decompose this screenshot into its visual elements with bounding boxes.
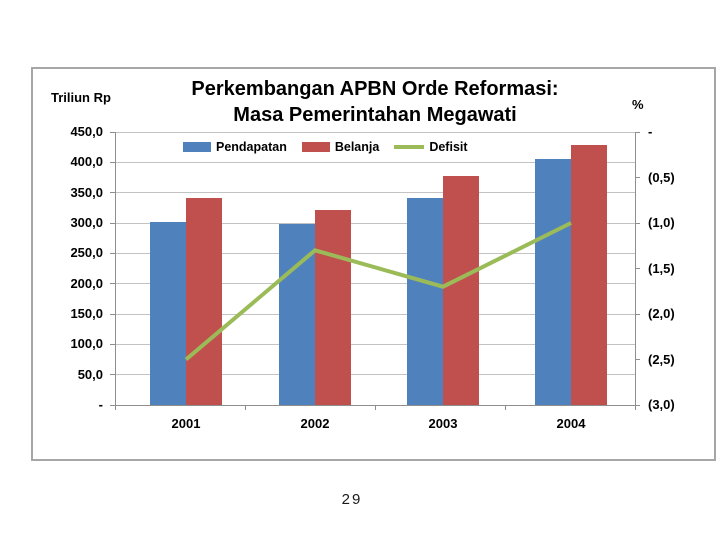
x-axis-tick (504, 405, 506, 410)
legend-item-pendapatan: Pendapatan (183, 140, 287, 154)
legend-swatch-icon (183, 142, 211, 152)
left-axis-title: Triliun Rp (51, 90, 111, 105)
y-axis-tick (110, 131, 115, 133)
category-label-2001: 2001 (171, 416, 201, 431)
gridline (115, 131, 635, 133)
y-axis-tick (110, 374, 115, 376)
right-axis-tick-label: (2,5) (648, 351, 675, 367)
right-axis-tick (635, 131, 640, 133)
legend-label-pendapatan: Pendapatan (216, 140, 287, 154)
legend-line-icon (394, 145, 425, 149)
gridline (115, 374, 635, 376)
defisit-line (184, 221, 572, 362)
y-axis-tick (110, 252, 115, 254)
y-axis-tick (110, 161, 115, 163)
x-axis-line (115, 405, 636, 406)
y-axis-tick-label: 450,0 (70, 124, 103, 139)
y-axis-tick-label: 100,0 (70, 336, 103, 352)
chart-title: Perkembangan APBN Orde Reformasi: Masa Pe… (115, 76, 635, 128)
y-axis-tick-label: 350,0 (70, 184, 103, 200)
x-axis-tick (374, 405, 376, 410)
x-axis-tick (114, 405, 116, 410)
x-axis-tick (634, 405, 636, 410)
y-axis-tick-label: 250,0 (70, 245, 103, 261)
bar-belanja-2002 (315, 209, 351, 405)
chart-title-line2: Masa Pemerintahan Megawati (233, 104, 517, 126)
bar-pendapatan-2001 (150, 222, 186, 405)
gridline (115, 161, 635, 163)
category-label-2004: 2004 (556, 416, 586, 431)
right-axis-tick (635, 359, 640, 360)
y-axis-tick-label: 50,0 (77, 366, 103, 382)
right-axis-tick (635, 404, 640, 406)
bar-pendapatan-2003 (407, 198, 443, 405)
right-axis-tick-label: (3,0) (648, 397, 675, 412)
y-axis-tick-label: 400,0 (70, 154, 103, 170)
bar-pendapatan-2002 (279, 224, 315, 405)
y-axis-tick (110, 313, 115, 315)
right-axis-tick (635, 268, 640, 269)
y-axis-line (115, 132, 116, 405)
legend-item-belanja: Belanja (301, 140, 380, 154)
right-axis-tick-label: (0,5) (648, 169, 675, 185)
legend-item-defisit: Defisit (394, 140, 468, 154)
y-axis-tick-label: 150,0 (70, 306, 103, 321)
right-axis-tick (635, 313, 640, 315)
right-axis-tick-label: - (648, 124, 653, 139)
bar-belanja-2001 (186, 198, 222, 405)
right-axis-tick (635, 177, 640, 178)
y-axis-tick-label: - (98, 397, 103, 412)
legend-swatch-icon (301, 142, 330, 152)
y-axis-tick-label: 200,0 (70, 275, 103, 291)
page-number: 29 (341, 491, 363, 508)
category-label-2002: 2002 (300, 416, 330, 431)
chart-title-line1: Perkembangan APBN Orde Reformasi: (191, 78, 559, 100)
bar-belanja-2004 (571, 145, 607, 405)
bar-pendapatan-2004 (535, 159, 571, 405)
y-axis-tick (110, 404, 115, 406)
y-axis-tick-label: 300,0 (70, 215, 103, 230)
right-axis-tick (635, 222, 640, 224)
y-axis-tick (110, 192, 115, 194)
chart-frame: 450,0 400,0 350,0 300,0 250,0 200,0 150,0 100,0… (31, 67, 716, 461)
right-axis-tick-label: (1,5) (648, 260, 675, 276)
legend-label-belanja: Belanja (334, 140, 380, 154)
right-axis-tick-label: (2,0) (648, 306, 675, 321)
gridline (115, 192, 635, 194)
category-label-2003: 2003 (428, 416, 458, 431)
right-axis-tick-label: (1,0) (648, 215, 675, 230)
y-axis-tick (110, 222, 115, 224)
y-axis-tick (110, 283, 115, 285)
x-axis-tick (244, 405, 246, 410)
bar-belanja-2003 (443, 176, 479, 405)
right-axis-title: % (632, 97, 644, 112)
y-axis-tick (110, 343, 115, 345)
legend-label-defisit: Defisit (429, 140, 468, 154)
legend: Pendapatan Belanja Defisit (183, 139, 468, 155)
